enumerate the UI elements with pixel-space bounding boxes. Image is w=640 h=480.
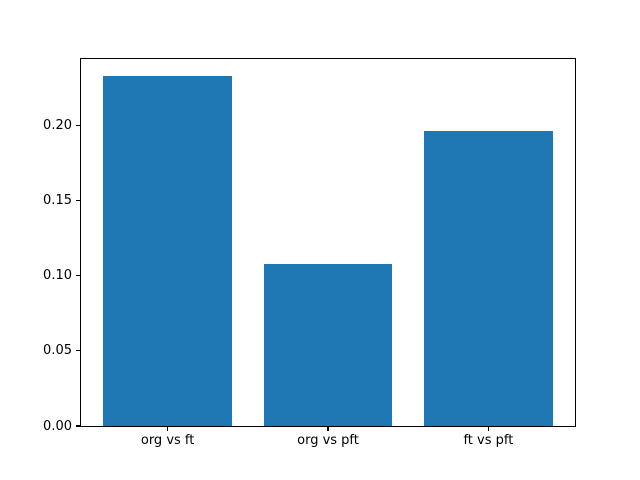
y-tick-label: 0.00 — [43, 418, 72, 434]
y-tick-label: 0.10 — [43, 268, 72, 284]
bar-ft-vs-pft — [424, 130, 553, 426]
y-tick-mark — [76, 199, 80, 202]
x-tick-mark — [167, 427, 169, 431]
y-tick-label: 0.20 — [43, 117, 72, 133]
y-tick-mark — [76, 425, 80, 427]
x-tick-mark — [327, 427, 329, 431]
y-tick-mark — [76, 124, 80, 126]
x-tick-label: org vs ft — [140, 433, 195, 448]
y-tick-label: 0.15 — [43, 192, 72, 208]
x-tick-label: ft vs pft — [463, 433, 514, 448]
x-tick-label: org vs pft — [297, 433, 359, 448]
bar-org-vs-pft — [263, 263, 393, 426]
y-tick-label: 0.05 — [43, 343, 72, 359]
plot-area — [80, 58, 576, 427]
x-tick-mark — [487, 427, 489, 431]
y-tick-mark — [76, 350, 80, 352]
bar-org-vs-ft — [103, 76, 232, 426]
y-tick-mark — [76, 275, 80, 277]
